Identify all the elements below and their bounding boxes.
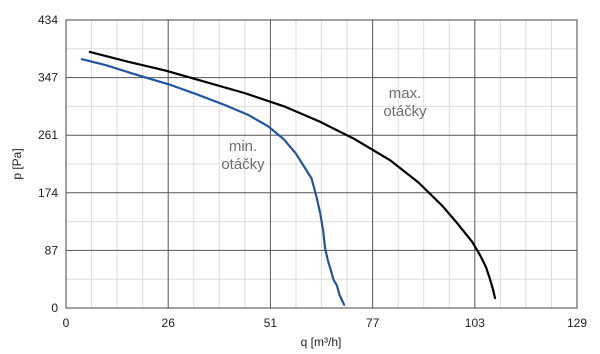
y-tick-label: 434 — [38, 13, 58, 27]
x-tick-labels: 0 26 51 77 103 129 — [63, 316, 588, 330]
label-line-1: max. — [389, 85, 422, 102]
x-tick-label: 103 — [465, 316, 485, 330]
x-tick-label: 26 — [162, 316, 176, 330]
y-tick-label: 261 — [38, 128, 58, 142]
x-axis-title: q [m³/h] — [301, 335, 342, 349]
max-speed-label: max. otáčky — [383, 85, 427, 120]
y-tick-label: 174 — [38, 186, 58, 200]
series-line-max-speed — [88, 50, 497, 300]
series-layer — [80, 50, 497, 306]
y-tick-label: 87 — [45, 243, 59, 257]
y-axis-title: p [Pa] — [10, 148, 24, 179]
x-tick-label: 0 — [63, 316, 70, 330]
label-line-2: otáčky — [383, 103, 427, 120]
x-tick-label: 129 — [567, 316, 587, 330]
label-line-1: min. — [229, 138, 257, 155]
min-speed-label: min. otáčky — [221, 138, 265, 173]
y-tick-labels: 0 87 174 261 347 434 — [38, 13, 58, 315]
x-tick-label: 77 — [366, 316, 380, 330]
series-line-min-speed — [80, 58, 346, 306]
minor-grid — [66, 20, 577, 308]
label-line-2: otáčky — [221, 156, 265, 173]
x-tick-label: 51 — [264, 316, 278, 330]
y-tick-label: 0 — [51, 301, 58, 315]
y-tick-label: 347 — [38, 71, 58, 85]
plot-frame — [65, 19, 578, 309]
